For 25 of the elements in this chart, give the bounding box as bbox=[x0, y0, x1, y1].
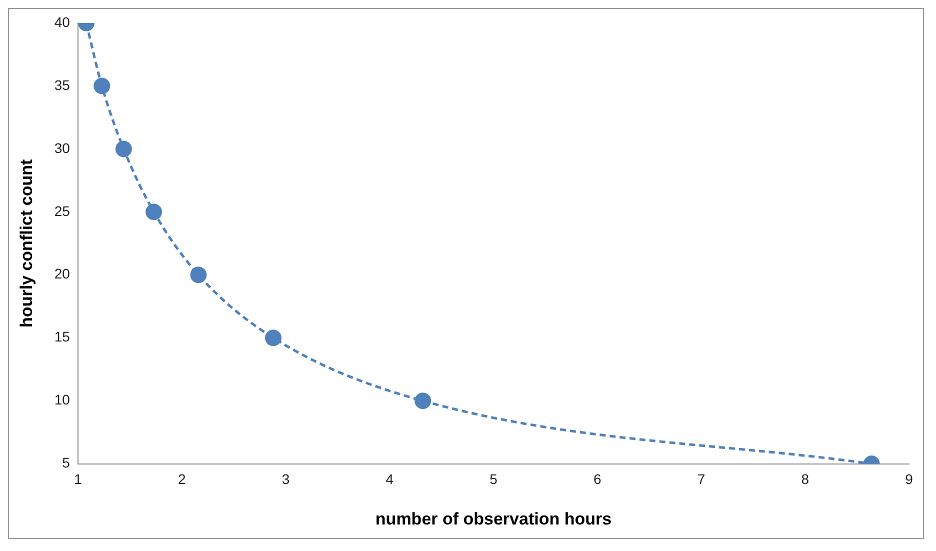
y-tick-label: 30 bbox=[54, 140, 70, 156]
point bbox=[115, 140, 132, 158]
point bbox=[265, 330, 282, 346]
x-tick-label: 6 bbox=[593, 471, 602, 488]
x-tick-label: 4 bbox=[386, 471, 394, 488]
y-tick-label: 5 bbox=[62, 454, 70, 471]
point bbox=[94, 78, 110, 94]
y-tick-label: 40 bbox=[54, 14, 70, 30]
y-axis-title: hourly conflict count bbox=[16, 159, 36, 328]
y-tick-label: 10 bbox=[54, 392, 70, 408]
x-tick-label: 3 bbox=[282, 471, 290, 488]
y-tick-label: 15 bbox=[54, 328, 70, 345]
x-tick-label: 1 bbox=[74, 471, 82, 488]
y-tick-label: 20 bbox=[54, 266, 70, 282]
x-axis-title: number of observation hours bbox=[375, 509, 612, 528]
x-tick-label: 8 bbox=[801, 471, 810, 488]
x-tick-label: 2 bbox=[178, 471, 186, 488]
point bbox=[146, 204, 162, 220]
point bbox=[190, 266, 207, 284]
y-tick-label: 25 bbox=[54, 202, 70, 219]
point bbox=[414, 392, 432, 410]
x-tick-label: 7 bbox=[697, 471, 706, 488]
x-tick-label: 9 bbox=[905, 471, 914, 488]
x-tick-label: 5 bbox=[490, 471, 498, 488]
y-tick-label: 35 bbox=[54, 76, 70, 93]
